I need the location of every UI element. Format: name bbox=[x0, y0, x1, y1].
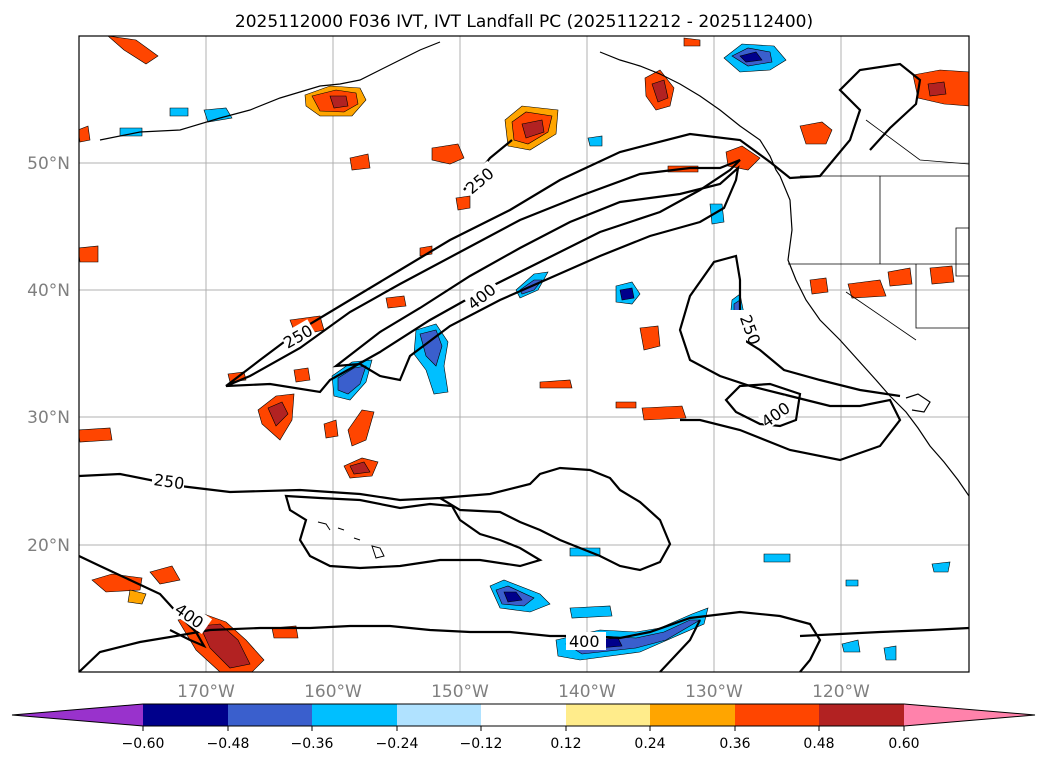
colorbar-tick-label-5: −0.12 bbox=[460, 736, 503, 752]
islands bbox=[317, 521, 385, 559]
lat-label-40n: 40°N bbox=[27, 281, 70, 301]
lon-label-140w: 140°W bbox=[558, 682, 616, 702]
contour-250-north bbox=[225, 62, 922, 387]
state-border-4 bbox=[955, 227, 969, 277]
ca-nv-border bbox=[845, 291, 917, 341]
colorbar-tick-label-2: −0.48 bbox=[207, 736, 250, 752]
coastlines bbox=[99, 41, 969, 497]
colorbar-tick-label-8: 0.36 bbox=[719, 736, 750, 752]
hawaii-big-island bbox=[371, 545, 385, 559]
bc-coast bbox=[599, 51, 781, 177]
colorbar-cell-1 bbox=[143, 704, 228, 726]
negative-pc-patches bbox=[119, 43, 951, 661]
colorbar-cell-6 bbox=[566, 704, 650, 726]
colorbar-extend-low bbox=[12, 704, 143, 726]
contour-400-band bbox=[332, 165, 740, 382]
colorbar-tick-label-1: −0.60 bbox=[122, 736, 165, 752]
island-2 bbox=[337, 527, 345, 531]
colorbar-cell-2 bbox=[228, 704, 312, 726]
colorbar-tick-label-4: −0.24 bbox=[376, 736, 419, 752]
contour-250-east bbox=[678, 254, 902, 462]
contour-label-bg-250c bbox=[461, 160, 499, 197]
contour-250-hawaii bbox=[284, 494, 543, 570]
contour-label-bg-250a bbox=[152, 470, 184, 488]
colorbar-cell-9 bbox=[819, 704, 904, 726]
contour-label-400c: 400 bbox=[569, 632, 600, 651]
lon-label-150w: 150°W bbox=[431, 682, 489, 702]
contour-label-bg-250d bbox=[726, 310, 746, 346]
figure-title: 2025112000 F036 IVT, IVT Landfall PC (20… bbox=[235, 12, 813, 32]
contour-400-s-branch bbox=[659, 619, 701, 672]
us-west-coast bbox=[779, 175, 969, 497]
colorbar-cell-3 bbox=[312, 704, 397, 726]
colorbar-ticks bbox=[142, 726, 905, 731]
contour-400-south bbox=[79, 610, 822, 672]
map-frame bbox=[78, 35, 970, 673]
island-1 bbox=[317, 521, 331, 531]
baja-tip bbox=[905, 393, 931, 413]
contour-400-east-loop bbox=[724, 382, 802, 428]
contour-label-bg-250b bbox=[279, 319, 317, 351]
colorbar-tick-label-7: 0.24 bbox=[634, 736, 665, 752]
contour-label-250a: 250 bbox=[153, 470, 186, 493]
colorbar-extend-high bbox=[904, 704, 1035, 726]
colorbar-cell-8 bbox=[735, 704, 819, 726]
positive-pc-patches bbox=[79, 36, 969, 672]
colorbar-cell-7 bbox=[650, 704, 735, 726]
contour-400-se bbox=[799, 626, 969, 638]
colorbar-tick-label-10: 0.60 bbox=[888, 736, 919, 752]
state-border-3 bbox=[915, 264, 969, 329]
lon-label-120w: 120°W bbox=[812, 682, 870, 702]
contour-label-bg-400b bbox=[757, 395, 796, 430]
colorbar-cell-4 bbox=[397, 704, 481, 726]
lat-label-30n: 30°N bbox=[27, 408, 70, 428]
colorbar-cell-5 bbox=[481, 704, 566, 726]
colorbar-tick-label-3: −0.36 bbox=[291, 736, 334, 752]
lon-label-160w: 160°W bbox=[304, 682, 362, 702]
alaska-coast bbox=[99, 41, 441, 141]
map-panel: 250 250 250 400 400 400 400 250 bbox=[78, 35, 970, 673]
contour-label-bg-400c bbox=[566, 632, 606, 650]
colorbar: −0.60 −0.48 −0.36 −0.24 −0.12 0.12 0.24 … bbox=[11, 703, 1036, 752]
lat-label-50n: 50°N bbox=[27, 154, 70, 174]
colorbar-tick-label-6: 0.12 bbox=[550, 736, 581, 752]
contour-250-band bbox=[225, 158, 741, 394]
lat-label-20n: 20°N bbox=[27, 536, 70, 556]
lat-axis: 50°N 40°N 30°N 20°N bbox=[27, 154, 70, 556]
contour-label-bg-400d bbox=[170, 597, 213, 635]
island-3 bbox=[353, 537, 361, 541]
lon-axis: 170°W 160°W 150°W 140°W 130°W 120°W bbox=[177, 682, 870, 702]
contour-250-south bbox=[79, 466, 672, 572]
colorbar-tick-label-9: 0.48 bbox=[803, 736, 834, 752]
ivt-contours bbox=[79, 62, 969, 672]
lon-label-130w: 130°W bbox=[685, 682, 743, 702]
contour-label-bg-400a bbox=[463, 277, 502, 313]
lon-label-170w: 170°W bbox=[177, 682, 235, 702]
